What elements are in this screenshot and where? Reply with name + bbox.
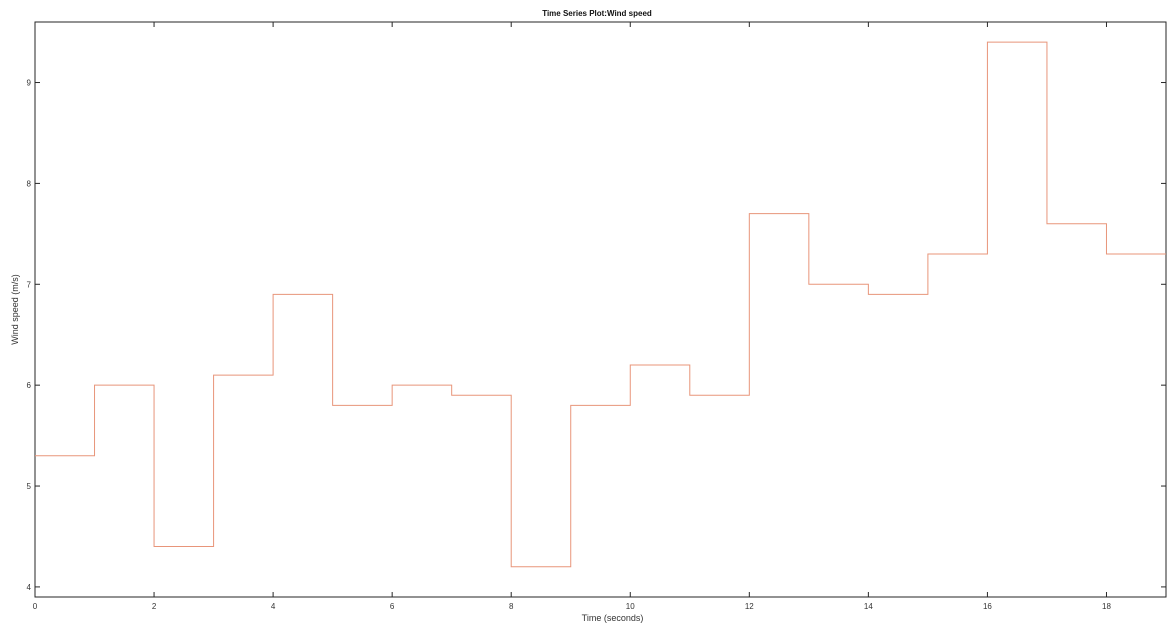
plot-area-frame <box>34 21 1167 598</box>
y-axis-label: Wind speed (m/s) <box>10 274 20 345</box>
x-tick-label: 0 <box>33 602 38 611</box>
x-tick-label: 12 <box>745 602 754 611</box>
x-tick-label: 4 <box>271 602 276 611</box>
chart-title: Time Series Plot:Wind speed <box>542 9 652 18</box>
x-axis-label: Time (seconds) <box>582 613 644 623</box>
wind-speed-series-line <box>35 41 1166 568</box>
y-tick-label: 6 <box>27 381 32 390</box>
x-tick-label: 2 <box>152 602 157 611</box>
x-axis-ticks: 0 2 4 6 8 10 12 14 16 18 <box>33 22 1111 611</box>
y-tick-label: 8 <box>27 179 32 188</box>
x-tick-label: 8 <box>509 602 514 611</box>
y-tick-label: 9 <box>27 79 32 88</box>
x-tick-label: 16 <box>983 602 992 611</box>
y-axis-ticks: 4 5 6 7 8 9 <box>27 79 1166 592</box>
x-tick-label: 6 <box>390 602 395 611</box>
x-tick-label: 14 <box>864 602 873 611</box>
y-tick-label: 5 <box>27 482 32 491</box>
x-tick-label: 10 <box>626 602 635 611</box>
x-tick-label: 18 <box>1102 602 1111 611</box>
y-tick-label: 7 <box>27 280 32 289</box>
y-tick-label: 4 <box>27 583 32 592</box>
